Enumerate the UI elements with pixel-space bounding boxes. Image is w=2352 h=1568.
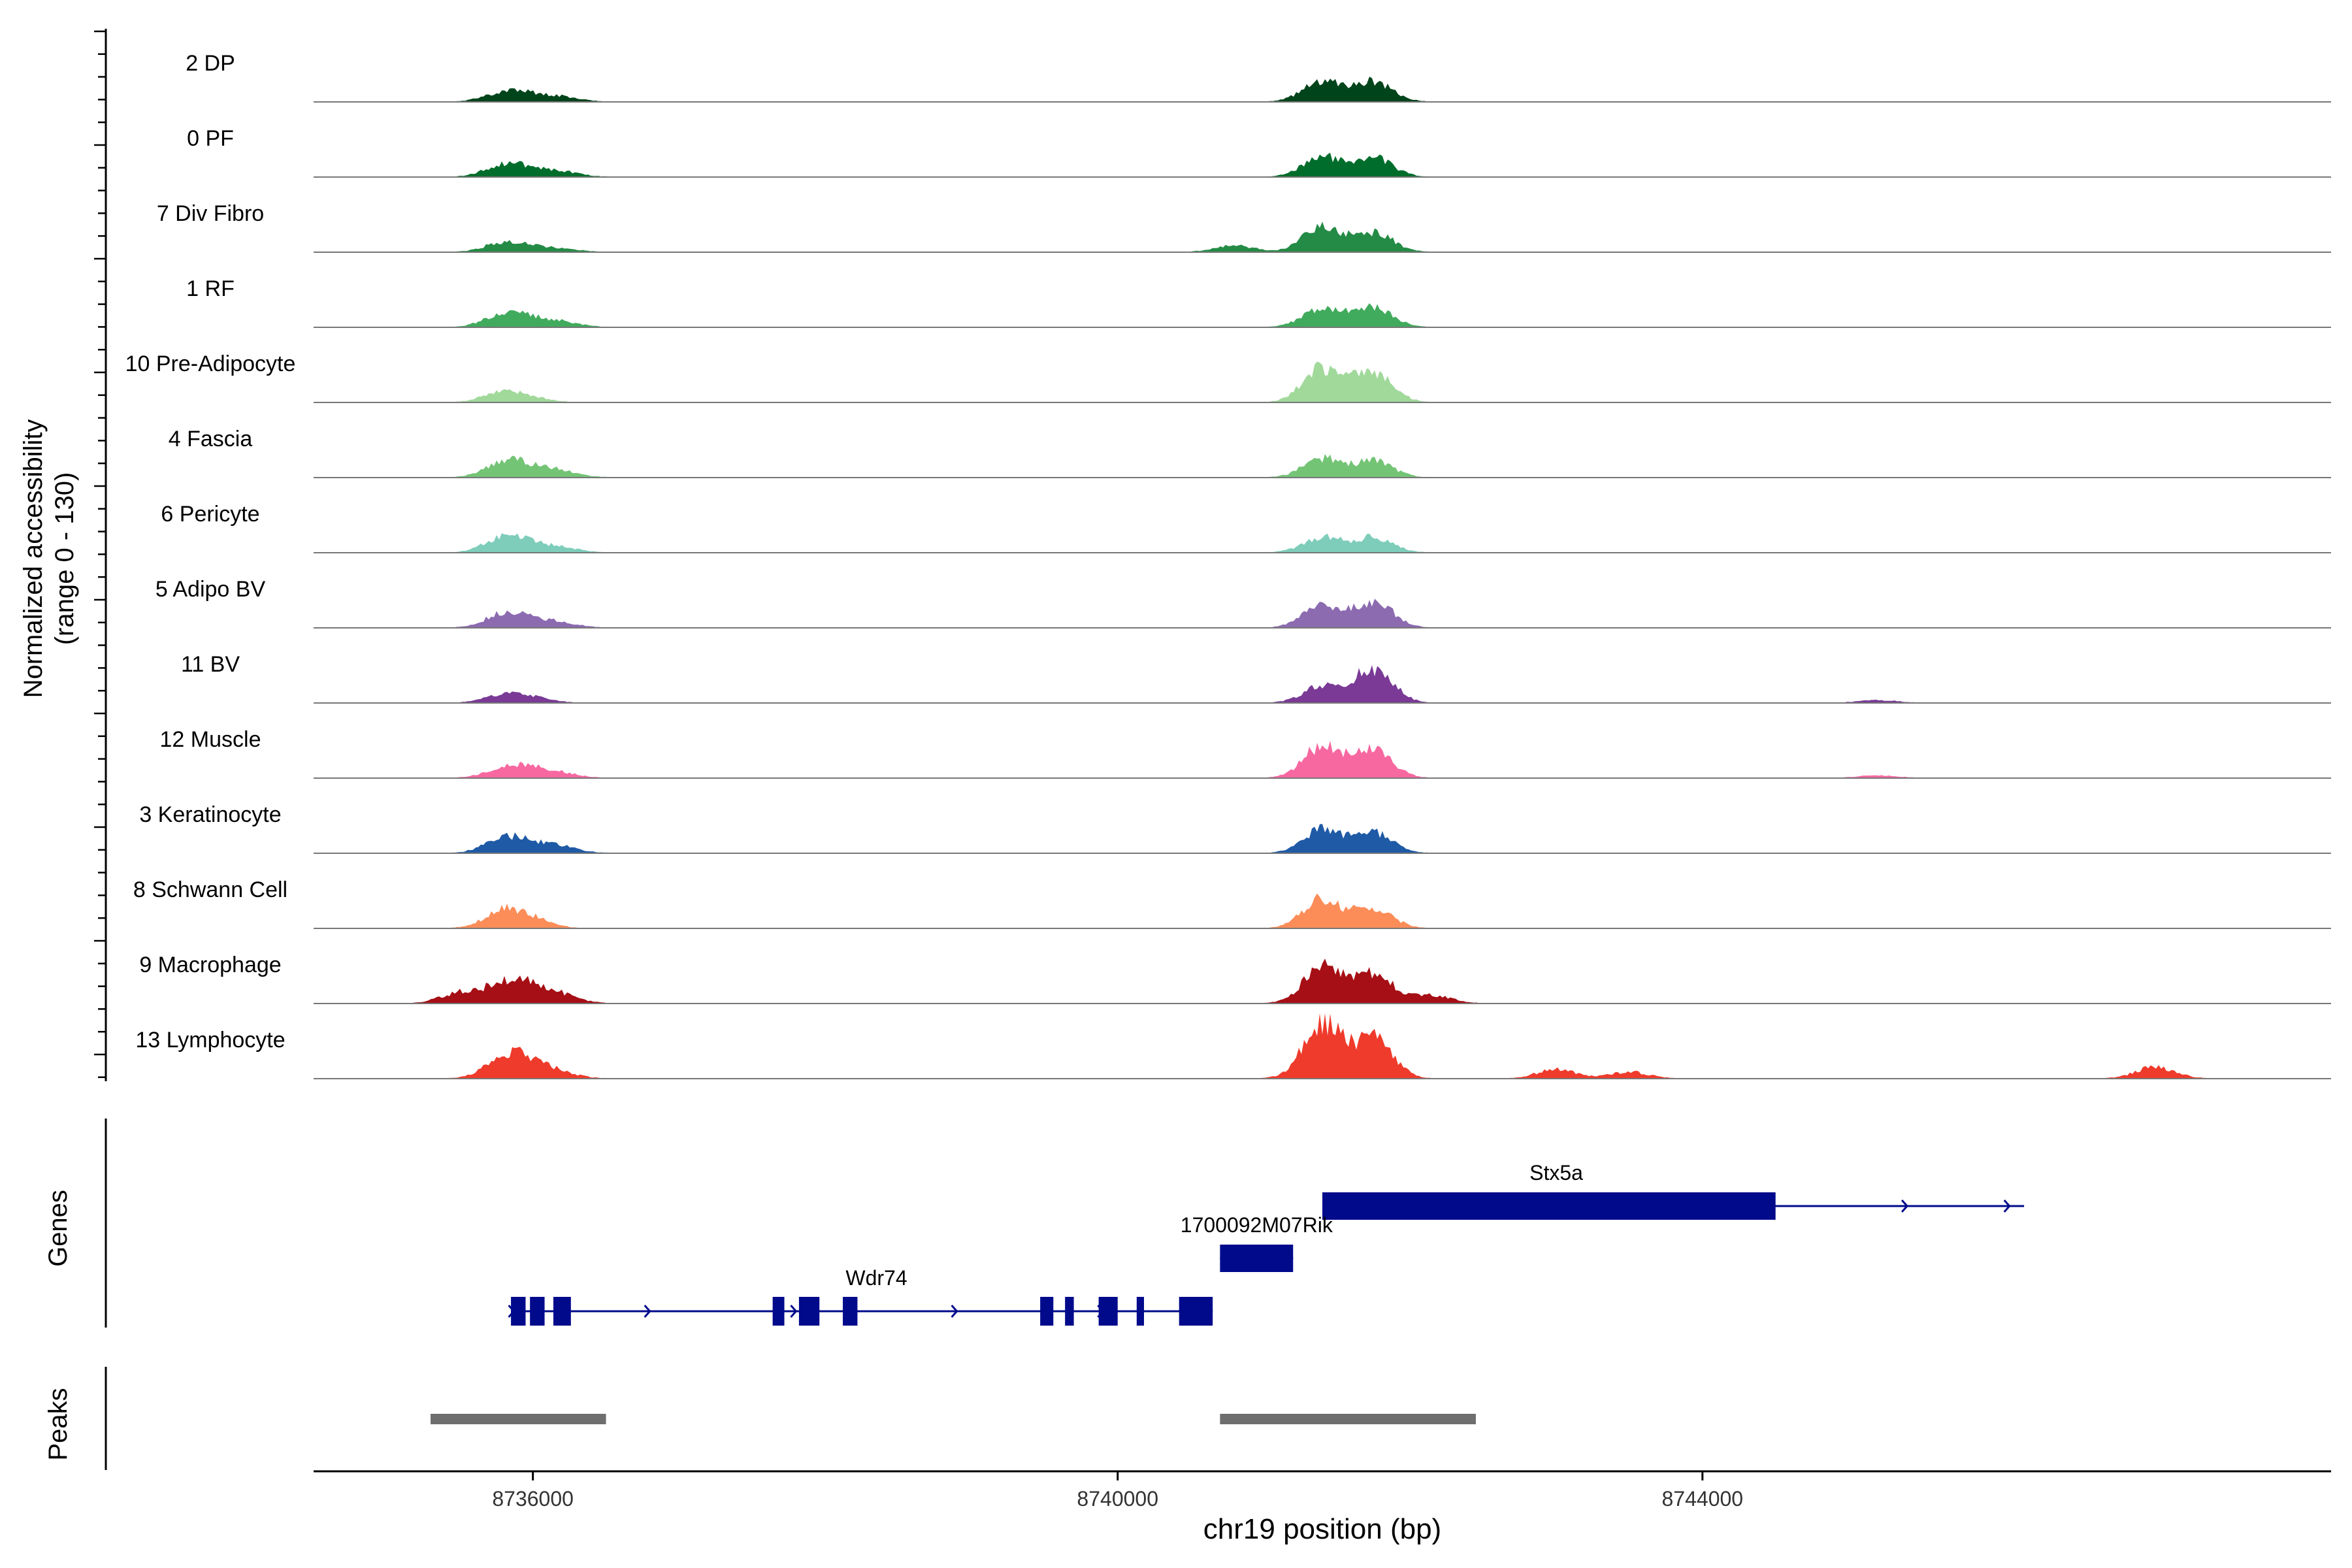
track-label: 13 Lymphocyte (135, 1028, 285, 1053)
x-tick-label: 8740000 (1077, 1487, 1158, 1511)
track-label: 3 Keratinocyte (139, 802, 281, 827)
x-tick-label: 8744000 (1662, 1487, 1744, 1511)
peak-track (431, 1414, 1476, 1424)
gene-label: Wdr74 (845, 1266, 907, 1290)
gene-exon (843, 1297, 858, 1326)
gene-label: Stx5a (1529, 1161, 1583, 1184)
gene-exon (1322, 1192, 1776, 1220)
track-label: 9 Macrophage (139, 953, 281, 977)
coverage-area (314, 454, 2331, 478)
track-label: 6 Pericyte (161, 502, 259, 527)
gene-exon (1040, 1297, 1054, 1326)
x-axis-title: chr19 position (bp) (1203, 1513, 1441, 1545)
gene-exon (1220, 1245, 1294, 1272)
y-axis-range-label: (range 0 - 130) (50, 472, 79, 645)
coverage-area (314, 958, 2331, 1004)
track-3: 7 Div Fibro (157, 201, 2331, 253)
track-label: 12 Muscle (160, 727, 261, 752)
x-axis-ticks: 8736000 8740000 8744000 (492, 1471, 1743, 1511)
gene-exon (1065, 1297, 1074, 1326)
track-12: 8 Schwann Cell (133, 877, 2331, 929)
gene-exon (1179, 1297, 1213, 1326)
track-6: 4 Fascia (169, 427, 2331, 478)
gene-exon (798, 1297, 820, 1326)
track-label: 0 PF (187, 126, 234, 151)
strand-arrow (1279, 1252, 1288, 1265)
peak-region (1220, 1414, 1476, 1424)
track-2: 0 PF (187, 126, 2331, 178)
gene-annotation-track: Stx5a 1700092M07Rik Wdr74 (508, 1161, 2025, 1326)
strand-arrow (790, 1305, 798, 1318)
coverage-area (314, 76, 2331, 102)
strand-arrow (644, 1305, 651, 1318)
gene-label: 1700092M07Rik (1181, 1213, 1333, 1237)
strand-arrow (1097, 1305, 1105, 1318)
track-label: 11 BV (181, 652, 240, 677)
gene-exon (1098, 1297, 1118, 1326)
strand-arrow (508, 1305, 515, 1318)
track-10: 12 Muscle (160, 727, 2331, 779)
track-1: 2 DP (186, 51, 2331, 103)
gene-exon (553, 1297, 571, 1326)
track-label: 4 Fascia (169, 427, 253, 451)
gene-exon (530, 1297, 545, 1326)
coverage-area (314, 221, 2331, 252)
track-13: 9 Macrophage (139, 953, 2331, 1004)
track-label: 8 Schwann Cell (133, 877, 287, 902)
track-label: 7 Div Fibro (157, 201, 264, 226)
gene-1700092m07rik: 1700092M07Rik (1181, 1213, 1333, 1272)
track-5: 10 Pre-Adipocyte (125, 351, 2331, 403)
track-label: 1 RF (186, 276, 235, 301)
gene-wdr74: Wdr74 (508, 1266, 1213, 1326)
track-7: 6 Pericyte (161, 502, 2331, 553)
coverage-area (314, 152, 2331, 177)
coverage-area (314, 533, 2331, 553)
peaks-track-label: Peaks (44, 1388, 73, 1460)
coverage-area (314, 665, 2331, 703)
track-14: 13 Lymphocyte (135, 1013, 2331, 1079)
coverage-area (314, 893, 2331, 928)
gene-exon (511, 1297, 526, 1326)
coverage-area (314, 824, 2331, 853)
gene-exon (772, 1297, 785, 1326)
strand-arrow (2003, 1200, 2011, 1213)
peak-region (431, 1414, 606, 1424)
x-tick-label: 8736000 (492, 1487, 574, 1511)
gene-exon (1136, 1297, 1145, 1326)
track-11: 3 Keratinocyte (139, 802, 2331, 854)
track-8: 5 Adipo BV (155, 577, 2331, 629)
gene-stx5a: Stx5a (1322, 1161, 2025, 1220)
y-axis-title: Normalized accessibility (19, 419, 48, 698)
coverage-area (314, 740, 2331, 778)
track-9: 11 BV (181, 652, 2331, 704)
strand-arrow (1901, 1200, 1909, 1213)
coverage-area (314, 361, 2331, 402)
coverage-area (314, 598, 2331, 628)
genes-track-label: Genes (44, 1190, 73, 1267)
coverage-y-ticks (94, 30, 106, 1079)
track-label: 10 Pre-Adipocyte (125, 351, 296, 376)
track-label: 2 DP (186, 51, 235, 76)
track-4: 1 RF (186, 276, 2331, 328)
coverage-area (314, 1013, 2331, 1079)
track-label: 5 Adipo BV (155, 577, 266, 602)
coverage-area (314, 303, 2331, 327)
coverage-tracks: 2 DP 0 PF 7 Div Fibro 1 RF 10 Pre-Adipocyte 4… (125, 51, 2331, 1079)
strand-arrow (951, 1305, 958, 1318)
